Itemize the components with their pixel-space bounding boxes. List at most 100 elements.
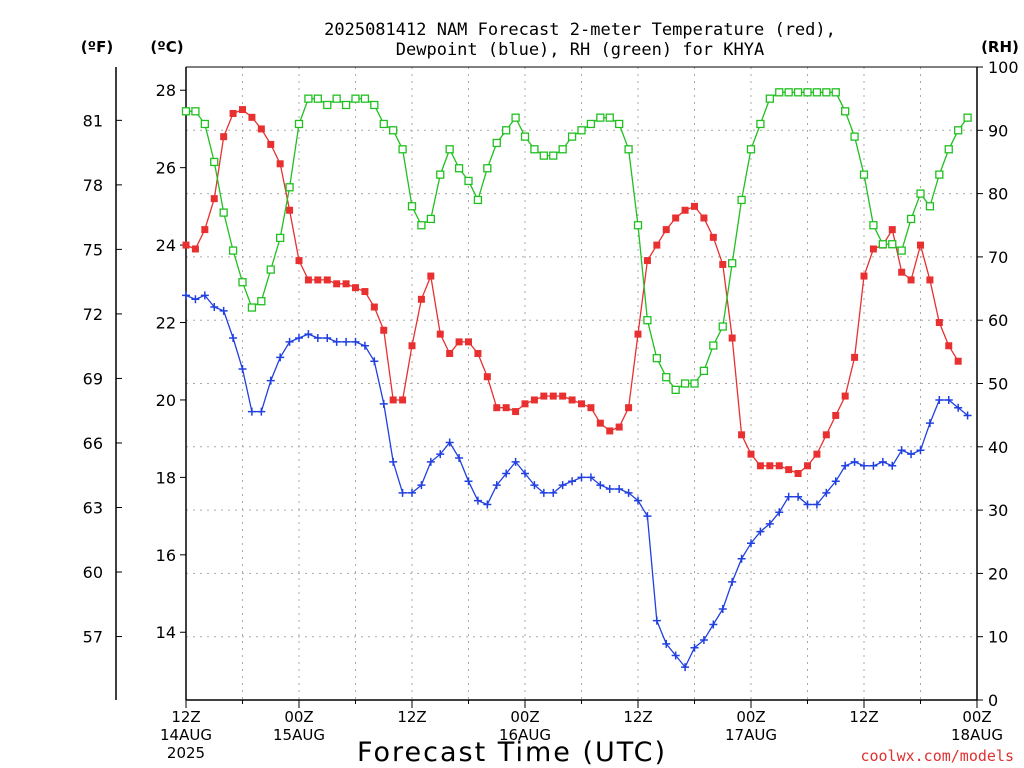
rh-point: [181, 107, 191, 116]
temperature-point: [747, 450, 755, 458]
tick-label-celsius: 22: [156, 314, 176, 333]
dewpoint-point: [784, 492, 793, 501]
temperature-point: [380, 326, 388, 334]
temperature-point: [832, 411, 840, 419]
dewpoint-point: [210, 303, 219, 312]
temperature-point: [370, 303, 378, 311]
rh-point: [454, 164, 464, 173]
dewpoint-point: [436, 450, 445, 459]
rh-point: [191, 107, 200, 116]
temperature-point: [399, 396, 407, 404]
dewpoint-point: [624, 488, 633, 497]
rh-point: [558, 145, 567, 154]
dewpoint-point: [408, 488, 416, 497]
rh-point: [492, 138, 501, 148]
dewpoint-point: [539, 488, 548, 497]
temperature-point: [672, 214, 680, 222]
tick-label-celsius: 24: [156, 236, 176, 255]
dewpoint-point: [925, 419, 934, 428]
rh-point: [379, 119, 388, 129]
dewpoint-point: [238, 364, 247, 373]
dewpoint-point: [954, 403, 963, 412]
rh-point: [351, 94, 360, 103]
rh-point: [643, 316, 652, 325]
rh-point: [285, 183, 294, 192]
dewpoint-point: [464, 477, 473, 486]
rh-point: [276, 233, 285, 243]
dewpoint-point: [276, 353, 285, 362]
dewpoint-point: [568, 477, 577, 486]
dewpoint-point: [398, 488, 407, 497]
dewpoint-point: [511, 457, 520, 466]
dewpoint-point: [596, 481, 605, 490]
dewpoint-point: [200, 291, 209, 300]
temperature-point: [483, 373, 491, 381]
rh-point: [662, 373, 671, 382]
dewpoint-point: [473, 496, 482, 505]
rh-point: [906, 214, 916, 224]
temperature-point: [333, 280, 341, 288]
dewpoint-point: [690, 643, 699, 652]
temperature-point: [474, 349, 482, 357]
rh-point: [266, 265, 275, 274]
temperature-point: [643, 257, 651, 265]
temperature-point: [860, 272, 868, 280]
temperature-point: [267, 140, 275, 148]
dewpoint-point: [652, 616, 661, 625]
dewpoint-point: [822, 488, 831, 497]
dewpoint-point: [304, 330, 313, 339]
temperature-point: [239, 106, 246, 114]
rh-point: [878, 240, 887, 249]
dewpoint-point: [502, 469, 511, 478]
tick-label-celsius: 26: [156, 159, 176, 178]
dewpoint-point: [728, 577, 737, 586]
temperature-point: [389, 396, 397, 404]
dewpoint-point: [850, 457, 859, 466]
tick-label-fahrenheit: 63: [83, 498, 103, 517]
tick-label-date: 15AUG: [273, 726, 325, 744]
rh-point: [850, 132, 859, 141]
tick-label-fahrenheit: 66: [83, 434, 103, 453]
temperature-point: [417, 295, 425, 303]
rh-point: [765, 94, 774, 103]
dewpoint-point: [709, 620, 718, 629]
temperature-point: [465, 338, 472, 346]
dewpoint-point: [360, 341, 369, 350]
tick-label-time: 12Z: [623, 708, 652, 726]
dewpoint-point: [794, 492, 803, 501]
temperature-point: [785, 466, 793, 474]
rh-point: [699, 366, 709, 375]
dewpoint-point: [285, 337, 294, 346]
dewpoint-point: [747, 539, 755, 548]
temperature-point: [493, 404, 501, 412]
temperature-point: [455, 338, 463, 346]
rh-point: [398, 145, 407, 154]
right-axis-label: (RH): [981, 38, 1019, 56]
tick-label-rh: 80: [988, 185, 1008, 204]
dewpoint-point: [257, 407, 266, 416]
tick-label-fahrenheit: 75: [83, 240, 103, 259]
tick-label-fahrenheit: 57: [83, 628, 103, 647]
rh-point: [502, 126, 511, 135]
temperature-point: [408, 342, 416, 350]
temperature-point: [512, 408, 520, 416]
dewpoint-point: [756, 527, 765, 536]
temperature-point: [286, 206, 294, 214]
temperature-point: [634, 330, 642, 338]
temperature-point: [691, 202, 698, 210]
tick-label-fahrenheit: 60: [83, 563, 103, 582]
rh-point: [247, 303, 257, 312]
dewpoint-point: [737, 554, 746, 563]
rh-point: [935, 170, 944, 179]
tick-label-fahrenheit: 81: [83, 111, 103, 130]
temperature-point: [653, 241, 661, 249]
dewpoint-point: [897, 446, 906, 455]
rh-point: [925, 202, 935, 211]
rh-point: [803, 88, 812, 97]
rh-point: [332, 94, 341, 103]
rh-point: [577, 126, 586, 135]
temperature-point: [314, 276, 322, 284]
rh-point: [483, 164, 492, 173]
dewpoint-point: [803, 500, 812, 509]
rh-point: [652, 354, 661, 363]
